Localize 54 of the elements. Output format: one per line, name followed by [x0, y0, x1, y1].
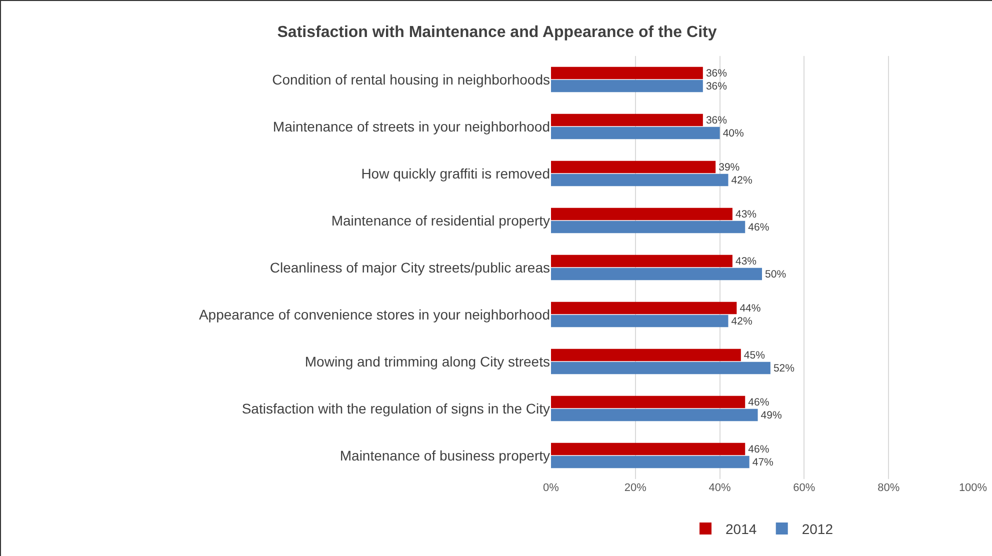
data-label: 47%	[752, 456, 774, 468]
x-tick-label: 80%	[878, 482, 900, 494]
data-label: 50%	[765, 268, 786, 280]
data-label: 46%	[748, 444, 770, 456]
y-tick-label: Condition of rental housing in neighborhoods	[272, 71, 550, 88]
y-tick-label: How quickly graffiti is removed	[361, 165, 550, 182]
y-tick-label: Mowing and trimming along City streets	[304, 353, 550, 370]
y-tick-label: Satisfaction with the regulation of signs in the City	[242, 400, 550, 416]
data-label: 36%	[706, 80, 727, 92]
data-label: 52%	[773, 362, 795, 374]
bar	[551, 314, 728, 328]
y-tick-label: Maintenance of residential property	[331, 212, 550, 228]
bar	[551, 254, 732, 268]
data-label: 36%	[706, 114, 727, 127]
bar	[551, 442, 746, 456]
data-label: 40%	[722, 127, 744, 140]
bar	[551, 80, 703, 92]
x-tick-label: 0%	[543, 482, 560, 494]
data-label: 42%	[731, 174, 752, 186]
data-label: 42%	[731, 315, 752, 328]
bar	[551, 114, 703, 126]
legend-label: 2012	[802, 520, 834, 537]
data-label: 43%	[735, 256, 757, 268]
x-tick-label: 100%	[958, 482, 988, 494]
data-label: 49%	[760, 409, 782, 422]
data-label: 46%	[748, 396, 770, 409]
data-label: 39%	[718, 162, 740, 174]
data-label: 36%	[706, 68, 727, 80]
data-label: 45%	[744, 350, 765, 362]
x-tick-label: 20%	[624, 482, 647, 494]
bar	[551, 396, 746, 408]
bar	[551, 408, 758, 422]
bar	[551, 220, 746, 234]
y-tick-label: Maintenance of business property	[340, 447, 550, 464]
data-label: 43%	[735, 208, 757, 221]
bar	[551, 362, 770, 374]
bar	[551, 174, 728, 186]
bar	[551, 160, 716, 174]
bar	[551, 126, 720, 140]
x-tick-label: 60%	[793, 482, 816, 494]
bar	[551, 302, 737, 314]
bar	[551, 208, 732, 220]
y-tick-label: Cleanliness of major City streets/public areas	[270, 259, 550, 276]
y-tick-label: Maintenance of streets in your neighborhood	[272, 118, 550, 134]
data-label: 46%	[748, 221, 770, 234]
legend-label: 2014	[726, 520, 757, 537]
bar	[551, 66, 703, 80]
bar	[551, 456, 750, 468]
data-label: 44%	[740, 302, 761, 315]
chart-title: Satisfaction with Maintenance and Appearance of the City	[277, 24, 717, 42]
bar	[551, 348, 741, 362]
y-tick-label: Appearance of convenience stores in your neighborhood	[198, 306, 550, 322]
bar	[551, 268, 762, 280]
x-tick-label: 40%	[708, 482, 732, 494]
